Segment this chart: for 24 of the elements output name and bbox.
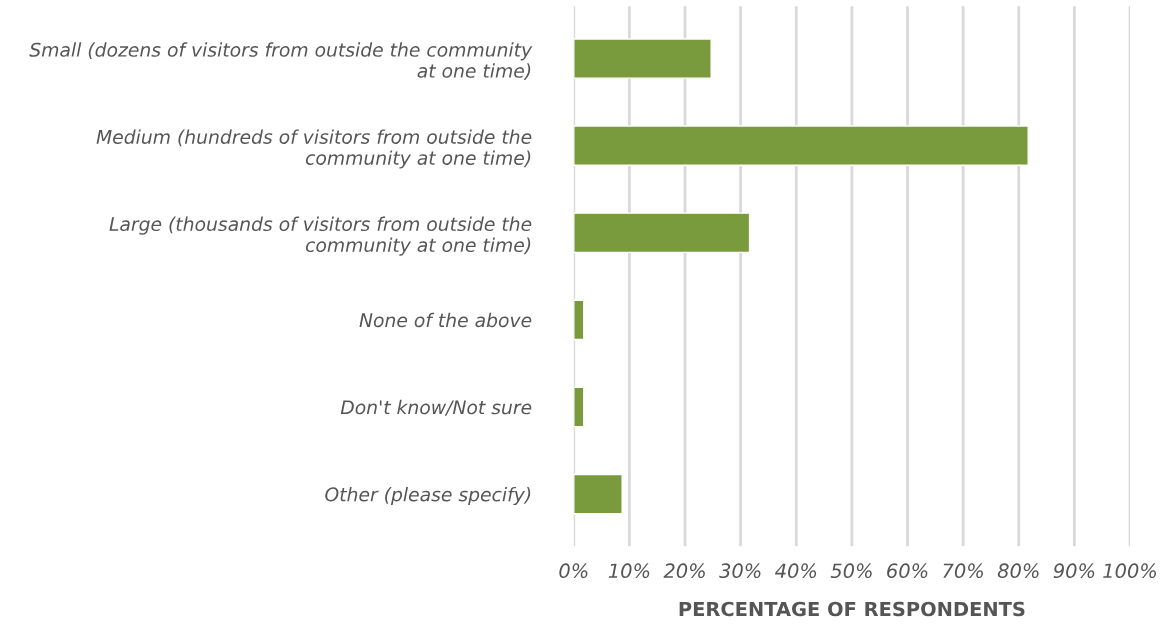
x-tick-label: 0% (559, 563, 588, 579)
x-tick-label: 80% (997, 563, 1039, 579)
y-tick-label: Small (dozens of visitors from outside the community at one time) (29, 42, 533, 81)
bar (573, 212, 751, 254)
bar (573, 386, 585, 428)
x-tick-label: 70% (943, 563, 983, 579)
bar (573, 125, 1029, 166)
x-tick-label: 30% (719, 563, 761, 579)
x-tick-label: 50% (830, 563, 872, 579)
y-tick-label: Medium (hundreds of visitors from outside the community at one time) (96, 129, 532, 169)
x-tick-label: 40% (775, 563, 817, 579)
bar (573, 299, 585, 341)
y-tick-label: Large (thousands of visitors from outside the community at one time) (109, 216, 532, 256)
x-tick-label: 90% (1053, 563, 1095, 579)
y-tick-label: Other (please specify) (325, 486, 531, 506)
bar (573, 38, 712, 79)
y-tick-label: None of the above (359, 312, 532, 328)
x-tick-label: 100% (1103, 563, 1157, 579)
x-tick-label: 60% (887, 563, 928, 579)
x-tick-label: 20% (663, 563, 705, 579)
x-axis-title: PERCENTAGE OF RESPONDENTS (679, 601, 1025, 617)
y-tick-label: Don't know/Not sure (340, 399, 532, 416)
bar (573, 473, 623, 515)
x-tick-label: 10% (608, 563, 650, 579)
